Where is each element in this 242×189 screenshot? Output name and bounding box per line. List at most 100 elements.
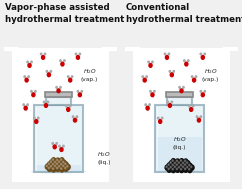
Bar (36, 165, 81, 171)
Circle shape (31, 91, 32, 92)
Circle shape (32, 93, 35, 97)
Circle shape (189, 164, 190, 166)
Circle shape (172, 164, 173, 166)
Circle shape (62, 164, 66, 169)
Circle shape (60, 158, 64, 163)
Circle shape (59, 145, 60, 147)
Circle shape (193, 78, 196, 82)
Ellipse shape (31, 170, 86, 173)
Circle shape (169, 70, 171, 72)
Circle shape (42, 56, 45, 59)
Circle shape (81, 91, 83, 92)
Circle shape (168, 104, 171, 107)
Circle shape (60, 159, 62, 160)
Circle shape (52, 168, 54, 169)
Bar (46, 97, 71, 105)
Circle shape (188, 167, 192, 173)
Circle shape (164, 53, 166, 55)
Circle shape (35, 120, 38, 123)
Bar (223, 47, 238, 51)
Circle shape (61, 62, 64, 66)
Text: Conventional
hydrothermal treatment: Conventional hydrothermal treatment (126, 3, 242, 24)
Circle shape (46, 165, 47, 167)
Circle shape (27, 61, 28, 63)
Circle shape (60, 163, 62, 165)
Circle shape (67, 165, 68, 167)
Bar (12, 48, 109, 182)
Bar (167, 97, 192, 105)
Circle shape (66, 105, 67, 107)
Circle shape (64, 166, 68, 171)
Circle shape (56, 143, 57, 144)
Circle shape (23, 104, 24, 106)
Circle shape (59, 165, 60, 167)
Circle shape (168, 53, 170, 55)
Circle shape (60, 167, 64, 172)
Circle shape (24, 106, 27, 110)
Circle shape (28, 64, 31, 67)
Circle shape (63, 145, 64, 147)
Circle shape (50, 70, 52, 72)
Circle shape (149, 64, 152, 67)
Circle shape (52, 163, 54, 165)
Circle shape (52, 159, 54, 160)
Circle shape (65, 163, 66, 165)
Circle shape (186, 161, 190, 166)
Circle shape (56, 167, 58, 169)
Circle shape (176, 164, 178, 166)
Bar (157, 137, 202, 171)
Circle shape (60, 148, 63, 151)
Circle shape (143, 78, 146, 82)
Circle shape (56, 162, 60, 167)
Bar (125, 47, 140, 51)
Circle shape (175, 159, 180, 164)
Circle shape (76, 116, 78, 118)
Circle shape (197, 118, 200, 122)
Circle shape (195, 76, 197, 77)
Circle shape (25, 78, 28, 82)
Circle shape (173, 70, 174, 72)
Circle shape (56, 163, 58, 165)
Circle shape (65, 167, 66, 169)
Circle shape (27, 104, 28, 106)
Circle shape (148, 61, 149, 63)
Circle shape (177, 161, 182, 166)
Circle shape (50, 165, 52, 167)
Circle shape (71, 76, 73, 77)
Circle shape (184, 60, 185, 61)
Circle shape (47, 162, 52, 167)
Circle shape (191, 166, 192, 168)
Circle shape (184, 163, 188, 168)
Circle shape (176, 168, 178, 170)
Text: $H_2O$
(liq.): $H_2O$ (liq.) (173, 135, 186, 150)
Circle shape (56, 159, 58, 161)
Circle shape (40, 53, 42, 55)
Circle shape (53, 145, 56, 149)
Circle shape (69, 78, 72, 82)
Circle shape (184, 168, 186, 170)
Circle shape (146, 76, 147, 77)
Circle shape (49, 160, 54, 165)
Circle shape (168, 164, 169, 166)
Circle shape (24, 76, 25, 77)
Circle shape (56, 87, 57, 88)
Circle shape (169, 161, 174, 166)
Circle shape (201, 56, 204, 59)
Circle shape (167, 163, 171, 168)
Circle shape (204, 91, 205, 92)
Circle shape (149, 104, 150, 106)
Circle shape (47, 101, 49, 103)
Circle shape (59, 161, 60, 163)
Circle shape (69, 105, 71, 107)
Circle shape (52, 158, 56, 163)
Circle shape (188, 60, 189, 61)
Circle shape (52, 167, 56, 172)
Circle shape (172, 160, 173, 161)
Circle shape (38, 117, 39, 119)
Circle shape (50, 161, 52, 163)
Circle shape (167, 167, 171, 172)
Circle shape (68, 76, 69, 77)
Circle shape (72, 116, 74, 118)
Circle shape (60, 162, 64, 167)
Circle shape (178, 162, 180, 163)
